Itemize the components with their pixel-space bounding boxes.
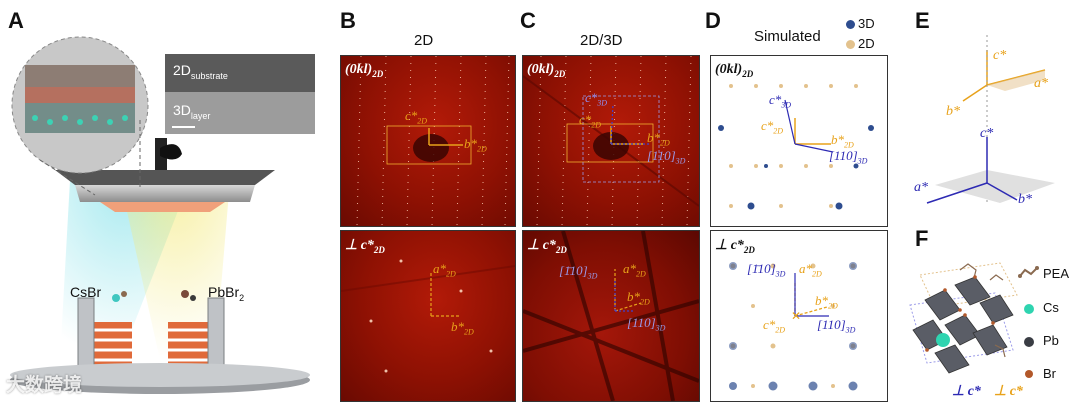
panel-a-illustration — [10, 36, 315, 394]
panel-b-vec-c: c*2D — [405, 108, 428, 126]
panel-c-vec-b2d-bottom: b*2D — [627, 289, 650, 307]
cs-icon — [1024, 304, 1034, 314]
panel-e-b-star-orange: b* — [946, 104, 960, 119]
panel-c-bottom-pattern: ⊥ c*2D [1̄10]3D a*2D b*2D [110]3D — [522, 230, 700, 402]
panel-c-dir-110-bottom: [110]3D — [627, 315, 666, 333]
substrate — [100, 202, 225, 212]
panel-c-top-pattern: (0kl)2D c*3D c*2D b*2D [110]3D — [522, 55, 700, 227]
panel-d-dir-110: [110]3D — [829, 148, 868, 166]
panel-d-top-sim: (0kl)2D c*3D c*2D b*2D [110]3D — [710, 55, 888, 227]
panel-d-letter: D — [705, 8, 721, 33]
panel-d-vec-c3d: c*3D — [769, 92, 792, 110]
panel-c-vec-c3d: c*3D — [585, 90, 608, 108]
panel-b-bottom-pattern: ⊥ c*2D a*2D b*2D — [340, 230, 516, 402]
panel-b-vec-b: b*2D — [464, 136, 487, 154]
legend-2d-dot — [846, 40, 855, 50]
panel-c-vec-b2d: b*2D — [647, 130, 670, 148]
panel-d-top-label: (0kl)2D — [715, 62, 754, 79]
panel-c-top-label: (0kl)2D — [527, 62, 566, 79]
panel-b-top-pattern: (0kl)2D c*2D b*2D — [340, 55, 516, 227]
pea-icon — [1018, 266, 1039, 278]
legend-pb: Pb — [1043, 333, 1059, 348]
legend-pea: PEA — [1043, 266, 1070, 281]
legend-3d: 3D — [846, 16, 875, 31]
panel-f-perp-blue: ⊥ c* — [952, 384, 981, 399]
vapor-beam-pbbr2 — [120, 180, 230, 360]
panel-b-vec-a: a*2D — [433, 261, 456, 279]
panel-e-c-star-blue: c* — [980, 126, 994, 141]
panel-e-a-star-orange: a* — [1034, 76, 1048, 91]
panel-d-vec-c2d: c*2D — [761, 118, 784, 136]
sem-label-top: 2Dsubstrate — [173, 62, 228, 81]
legend-cs: Cs — [1043, 300, 1059, 315]
panel-b-bottom-label: ⊥ c*2D — [345, 238, 385, 255]
panel-d-vec-b2d-bottom: b*2D — [815, 293, 838, 311]
source-label-pbbr2: PbBr2 — [208, 284, 245, 303]
watermark: 大数跨境 — [6, 375, 83, 396]
panel-e-letter: E — [915, 8, 930, 33]
legend-2d: 2D — [846, 36, 875, 51]
panel-d-vec-c2d-bottom: c*2D — [763, 317, 786, 335]
panel-c-vec-a2d: a*2D — [623, 261, 646, 279]
panel-f-letter: F — [915, 226, 929, 251]
panel-a-letter: A — [8, 8, 24, 33]
panel-d-vec-a2d: a*2D — [799, 261, 822, 279]
panel-c-title: 2D/3D — [580, 32, 623, 49]
panel-e-a-star-blue: a* — [914, 180, 928, 195]
panel-b-top-label: (0kl)2D — [345, 62, 384, 79]
svg-text:✕: ✕ — [791, 309, 801, 323]
substrate-holder — [55, 170, 275, 185]
source-label-csbr: CsBr — [70, 284, 102, 300]
panel-d-dir-110-bottom: [110]3D — [817, 317, 856, 335]
panel-e-b-star-blue: b* — [1018, 192, 1032, 207]
panel-b-letter: B — [340, 8, 356, 33]
panel-c-vec-c2d: c*2D — [579, 112, 602, 130]
panel-d-dir-m110: [1̄10]3D — [747, 261, 786, 279]
panel-b-title: 2D — [414, 32, 434, 49]
panel-d-bottom-label: ⊥ c*2D — [715, 238, 755, 255]
panel-c-dir-110: [110]3D — [647, 148, 686, 166]
legend-br: Br — [1043, 366, 1056, 381]
panel-c-bottom-label: ⊥ c*2D — [527, 238, 567, 255]
panel-c-letter: C — [520, 8, 536, 33]
panel-d-bottom-sim: ✕ ⊥ c*2D [1̄10]3D a*2D b*2D c*2D [110]3D — [710, 230, 888, 402]
legend-3d-dot — [846, 20, 855, 30]
panel-f-structure — [909, 262, 1018, 374]
sem-label-bottom: 3Dlayer — [173, 102, 211, 121]
panel-e-c-star-orange: c* — [993, 48, 1007, 63]
panel-f-perp-orange: ⊥ c* — [994, 384, 1023, 399]
panel-b-vec-b-bottom: b*2D — [451, 319, 474, 337]
panel-c-dir-m110: [1̄10]3D — [559, 263, 598, 281]
perovskite-lattice — [25, 65, 135, 133]
panel-d-title: Simulated — [754, 28, 821, 45]
panel-e-axes — [926, 35, 1055, 205]
br-icon — [1025, 370, 1033, 378]
panel-d-vec-b2d: b*2D — [831, 132, 854, 150]
pb-icon — [1024, 337, 1034, 347]
